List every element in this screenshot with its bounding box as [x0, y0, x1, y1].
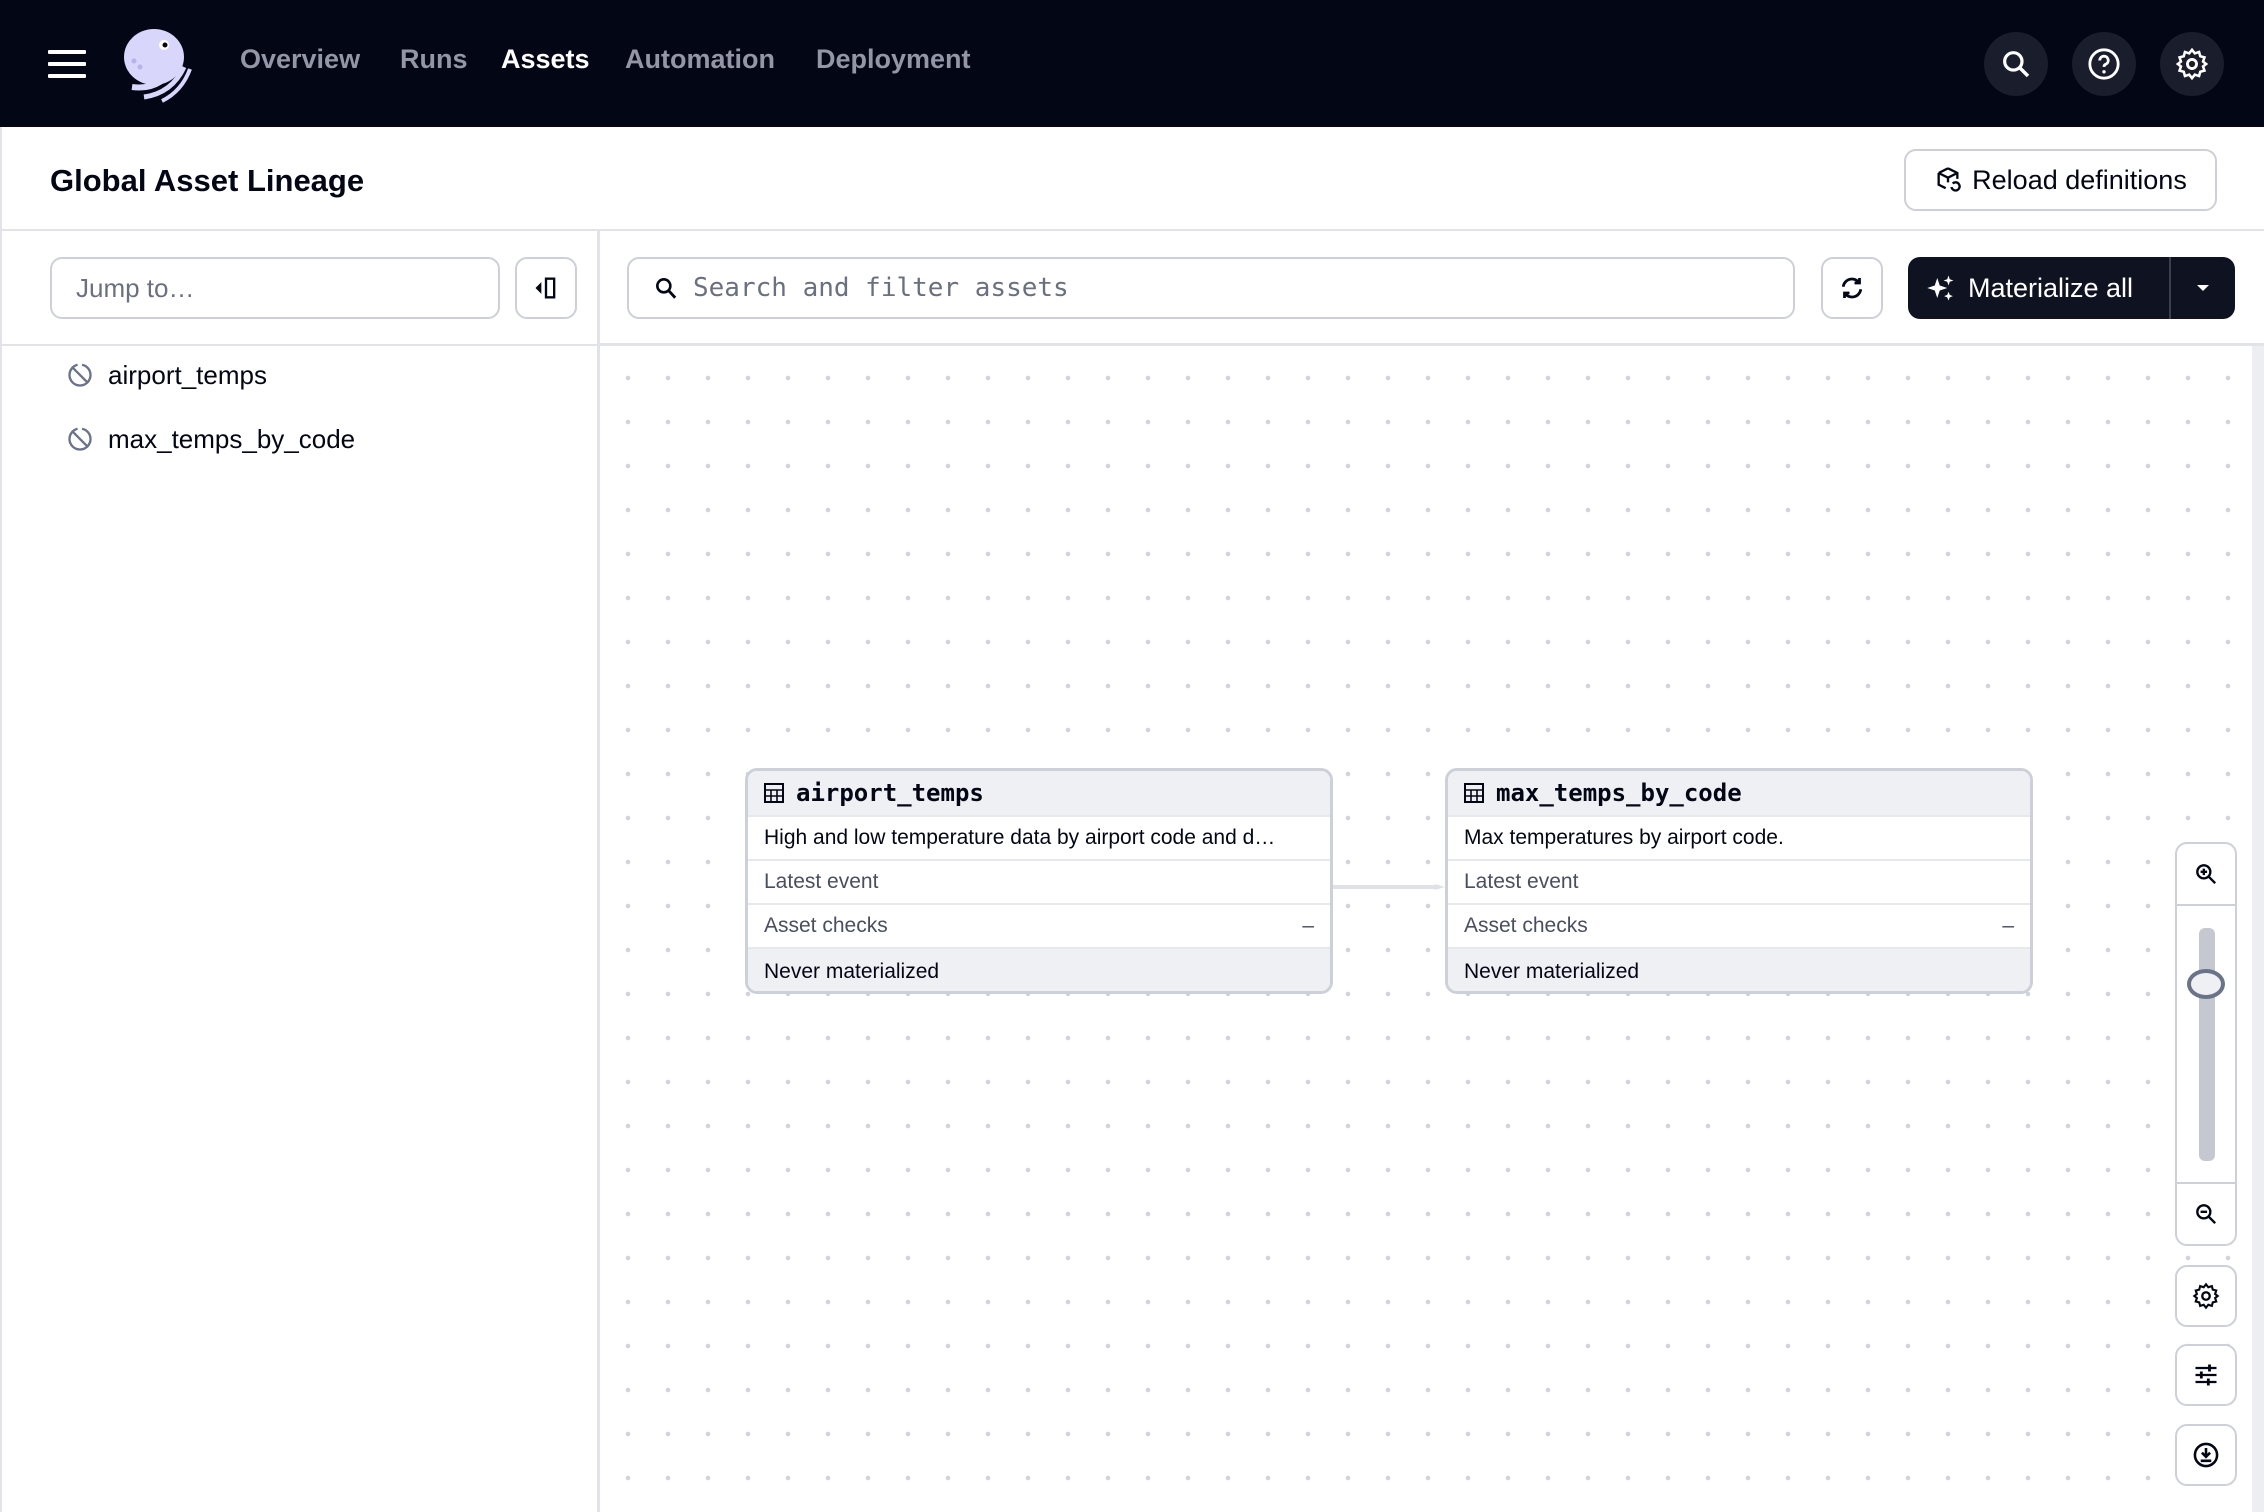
menu-icon[interactable]: [48, 50, 86, 78]
nav-runs[interactable]: Runs: [400, 44, 468, 74]
graph-toolbar: Search and filter assets Materialize all: [600, 231, 2264, 346]
latest-event-row: Latest event: [748, 859, 1330, 903]
search-placeholder: Search and filter assets: [693, 273, 1069, 303]
download-icon: [2193, 1442, 2219, 1468]
asset-description: Max temperatures by airport code.: [1448, 815, 2030, 859]
help-button[interactable]: [2072, 32, 2136, 96]
asset-node-header: max_temps_by_code: [1448, 771, 2030, 815]
zoom-controls: [2175, 842, 2237, 1246]
materialization-status: Never materialized: [748, 947, 1330, 991]
divider: [2, 344, 602, 346]
nav-overview[interactable]: Overview: [240, 44, 361, 74]
sidebar-item-max-temps-by-code[interactable]: max_temps_by_code: [2, 412, 599, 466]
zoom-out-icon: [2196, 1204, 2217, 1225]
not-materialized-icon: [68, 363, 92, 387]
zoom-out-button[interactable]: [2177, 1182, 2235, 1244]
materialize-all-label: Materialize all: [1968, 272, 2134, 303]
refresh-icon: [1841, 277, 1863, 299]
zoom-slider-thumb[interactable]: [2187, 968, 2225, 999]
graph-settings-button[interactable]: [2175, 1265, 2237, 1327]
reload-definitions-label: Reload definitions: [1972, 164, 2187, 195]
asset-node-airport-temps[interactable]: airport_temps High and low temperature d…: [745, 768, 1333, 994]
reload-definitions-button[interactable]: Reload definitions: [1904, 149, 2217, 211]
download-graph-button[interactable]: [2175, 1424, 2237, 1486]
nav-assets[interactable]: Assets: [501, 44, 590, 74]
sparkle-icon: [1927, 275, 1954, 301]
settings-button[interactable]: [2160, 32, 2224, 96]
asset-sidebar: Jump to… airport_temps max_temps_by_code: [0, 231, 602, 1512]
lineage-edge: [1331, 884, 1445, 890]
gear-icon: [2175, 47, 2209, 81]
asset-description: High and low temperature data by airport…: [748, 815, 1330, 859]
page-title: Global Asset Lineage: [50, 163, 365, 198]
sidebar-item-airport-temps[interactable]: airport_temps: [2, 348, 599, 402]
help-icon: [2088, 48, 2120, 80]
asset-node-max-temps-by-code[interactable]: max_temps_by_code Max temperatures by ai…: [1445, 768, 2033, 994]
search-icon: [656, 278, 677, 299]
canvas-scrollbar[interactable]: [2252, 346, 2264, 1512]
gear-icon: [2192, 1282, 2220, 1310]
jump-to-input[interactable]: Jump to…: [50, 257, 500, 319]
search-button[interactable]: [1984, 32, 2048, 96]
zoom-in-icon: [2196, 864, 2217, 885]
sliders-icon: [2195, 1364, 2217, 1386]
reload-definitions-icon: [1937, 167, 1961, 192]
panel-collapse-icon: [535, 277, 556, 299]
sidebar-item-label: max_temps_by_code: [108, 423, 356, 454]
asset-name: airport_temps: [796, 779, 984, 807]
top-nav: Overview Runs Assets Automation Deployme…: [0, 0, 2264, 127]
caret-down-icon: [2197, 285, 2209, 291]
asset-checks-row: Asset checks –: [748, 903, 1330, 947]
table-icon: [764, 783, 784, 803]
graph-filters-button[interactable]: [2175, 1344, 2237, 1406]
latest-event-row: Latest event: [1448, 859, 2030, 903]
not-materialized-icon: [68, 427, 92, 451]
asset-checks-row: Asset checks –: [1448, 903, 2030, 947]
page-header: Global Asset Lineage Reload definitions: [0, 127, 2264, 231]
materialization-status: Never materialized: [1448, 947, 2030, 991]
table-icon: [1464, 783, 1484, 803]
zoom-slider[interactable]: [2199, 928, 2215, 1161]
sidebar-item-label: airport_temps: [108, 359, 267, 390]
nav-automation[interactable]: Automation: [625, 44, 775, 74]
collapse-sidebar-button[interactable]: [515, 257, 577, 319]
zoom-in-button[interactable]: [2177, 844, 2235, 906]
refresh-button[interactable]: [1821, 257, 1883, 319]
nav-deployment[interactable]: Deployment: [816, 44, 971, 74]
asset-node-header: airport_temps: [748, 771, 1330, 815]
search-assets-input[interactable]: Search and filter assets: [627, 257, 1795, 319]
dagster-logo[interactable]: [120, 27, 194, 108]
materialize-all-main[interactable]: Materialize all: [1908, 257, 2171, 319]
materialize-all-button[interactable]: Materialize all: [1908, 257, 2235, 319]
asset-name: max_temps_by_code: [1496, 779, 1742, 807]
materialize-options-dropdown[interactable]: [2171, 283, 2235, 293]
search-icon: [2003, 51, 2030, 78]
jump-to-placeholder: Jump to…: [76, 272, 195, 303]
